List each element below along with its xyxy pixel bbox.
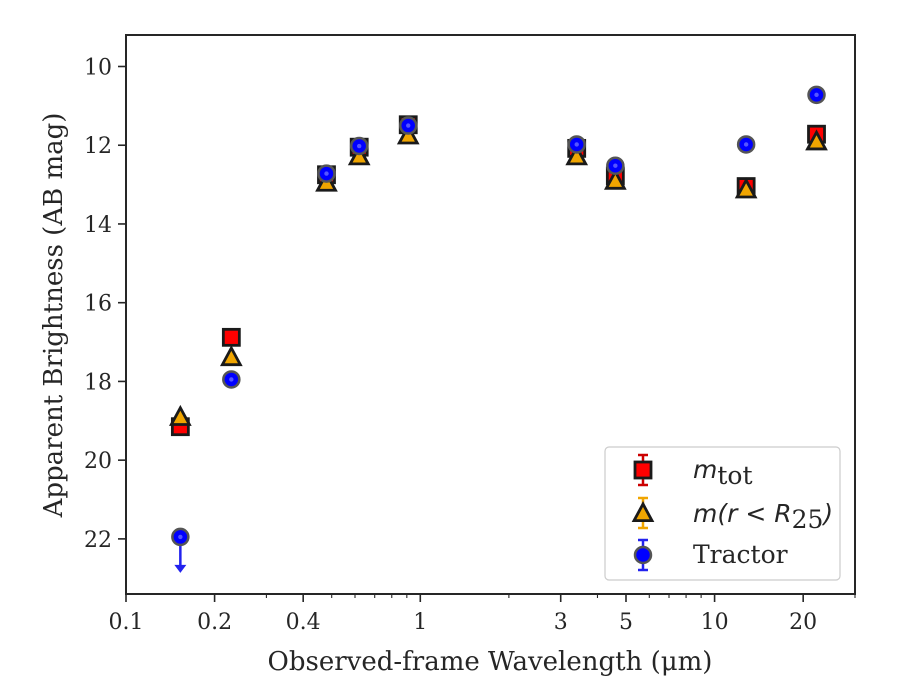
y-tick-label: 20 xyxy=(84,449,112,474)
legend-markers xyxy=(631,453,655,572)
x-tick-label: 3 xyxy=(554,610,568,635)
y-axis-ticks: 10 12 14 16 18 20 22 xyxy=(84,55,126,553)
marker-center xyxy=(178,534,183,540)
x-axis-ticks: 0.1 0.2 0.4 1 3 5 10 20 xyxy=(109,594,856,635)
marker-center xyxy=(814,92,819,98)
legend-marker-circle xyxy=(633,545,653,565)
legend-label-mr25: m(r < R25) xyxy=(693,499,833,534)
y-tick-label: 18 xyxy=(84,370,112,395)
legend-label-mtot: mtot xyxy=(693,455,753,490)
marker-triangle-1 xyxy=(219,345,243,367)
legend-box xyxy=(604,446,841,581)
marker-center xyxy=(613,163,618,168)
y-tick-label: 10 xyxy=(84,55,112,80)
x-tick-label: 10 xyxy=(701,610,729,635)
upper-limit-arrowhead xyxy=(174,564,187,573)
x-tick-label: 20 xyxy=(789,610,817,635)
x-tick-label: 0.1 xyxy=(109,610,144,635)
marker-center xyxy=(574,142,579,147)
marker-center xyxy=(743,142,749,147)
marker-triangle-8 xyxy=(805,129,828,151)
legend-label-tractor: Tractor xyxy=(693,540,788,569)
marker-triangle-5 xyxy=(565,144,589,166)
x-tick-label: 0.2 xyxy=(197,610,232,635)
x-tick-label: 0.4 xyxy=(286,610,321,635)
y-tick-label: 16 xyxy=(84,292,112,317)
y-tick-label: 14 xyxy=(84,213,112,238)
y-tick-label: 12 xyxy=(84,134,112,159)
marker-triangle-6 xyxy=(603,168,627,190)
marker-center xyxy=(324,171,329,176)
x-tick-label: 1 xyxy=(413,610,427,635)
y-axis-title: Apparent Brightness (AB mag) xyxy=(39,113,69,519)
marker-center xyxy=(229,377,234,382)
marker-center xyxy=(406,123,411,128)
x-tick-label: 5 xyxy=(619,610,633,635)
marker-triangle-7 xyxy=(734,177,758,199)
legend-marker-square xyxy=(633,460,653,480)
marker-triangle-0 xyxy=(169,404,192,426)
marker-center xyxy=(356,143,362,149)
legend: mtot m(r < R25) Tractor xyxy=(604,446,841,581)
y-tick-label: 22 xyxy=(84,528,112,553)
data-markers xyxy=(169,85,828,573)
marker-triangle-3 xyxy=(347,144,371,166)
marker-square-1 xyxy=(221,327,241,347)
legend-marker-triangle xyxy=(631,501,655,523)
x-axis-title: Observed-frame Wavelength (μm) xyxy=(268,647,713,677)
